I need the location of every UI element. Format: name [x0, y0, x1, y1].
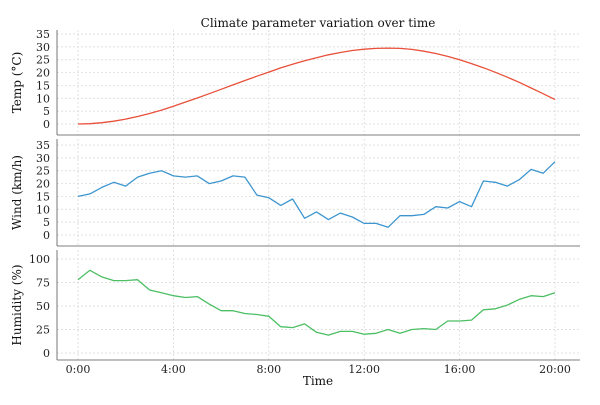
y-tick-label: 30: [36, 152, 50, 165]
y-tick-label: 35: [36, 28, 50, 41]
y-tick-label: 5: [43, 216, 50, 229]
x-tick-label: 20:00: [539, 363, 571, 376]
y-axis-label: Humidity (%): [10, 264, 24, 345]
y-tick-label: 35: [36, 139, 50, 152]
y-tick-label: 75: [36, 277, 50, 290]
y-tick-label: 15: [36, 79, 50, 92]
y-tick-label: 10: [36, 92, 50, 105]
x-tick-label: 0:00: [66, 363, 91, 376]
series-line: [77, 47, 556, 125]
y-tick-label: 15: [36, 190, 50, 203]
y-tick-label: 50: [36, 300, 50, 313]
series-line: [77, 161, 556, 228]
y-axis-label: Wind (km/h): [10, 155, 24, 230]
x-tick-label: 12:00: [348, 363, 380, 376]
y-axis-label: Temp (°C): [10, 52, 24, 114]
x-tick-label: 8:00: [256, 363, 281, 376]
series-line: [77, 269, 556, 336]
x-tick-label: 16:00: [444, 363, 476, 376]
y-tick-label: 20: [36, 67, 50, 80]
chart-title: Climate parameter variation over time: [201, 16, 436, 30]
x-axis-label: Time: [303, 374, 333, 388]
y-tick-label: 25: [36, 324, 50, 337]
y-tick-label: 0: [43, 118, 50, 131]
y-tick-label: 25: [36, 165, 50, 178]
x-tick-label: 4:00: [161, 363, 186, 376]
panel-3: 0 25 50 75 100 Humidity (%): [10, 250, 580, 361]
y-tick-label: 30: [36, 41, 50, 54]
y-tick-label: 0: [43, 347, 50, 360]
y-tick-label: 10: [36, 203, 50, 216]
y-tick-label: 25: [36, 54, 50, 67]
y-tick-label: 0: [43, 229, 50, 242]
x-axis-ticks: 0:00 4:00 8:00 12:00 16:00 20:00: [66, 363, 571, 376]
y-tick-label: 20: [36, 178, 50, 191]
y-tick-label: 100: [29, 253, 50, 266]
y-tick-label: 5: [43, 105, 50, 118]
